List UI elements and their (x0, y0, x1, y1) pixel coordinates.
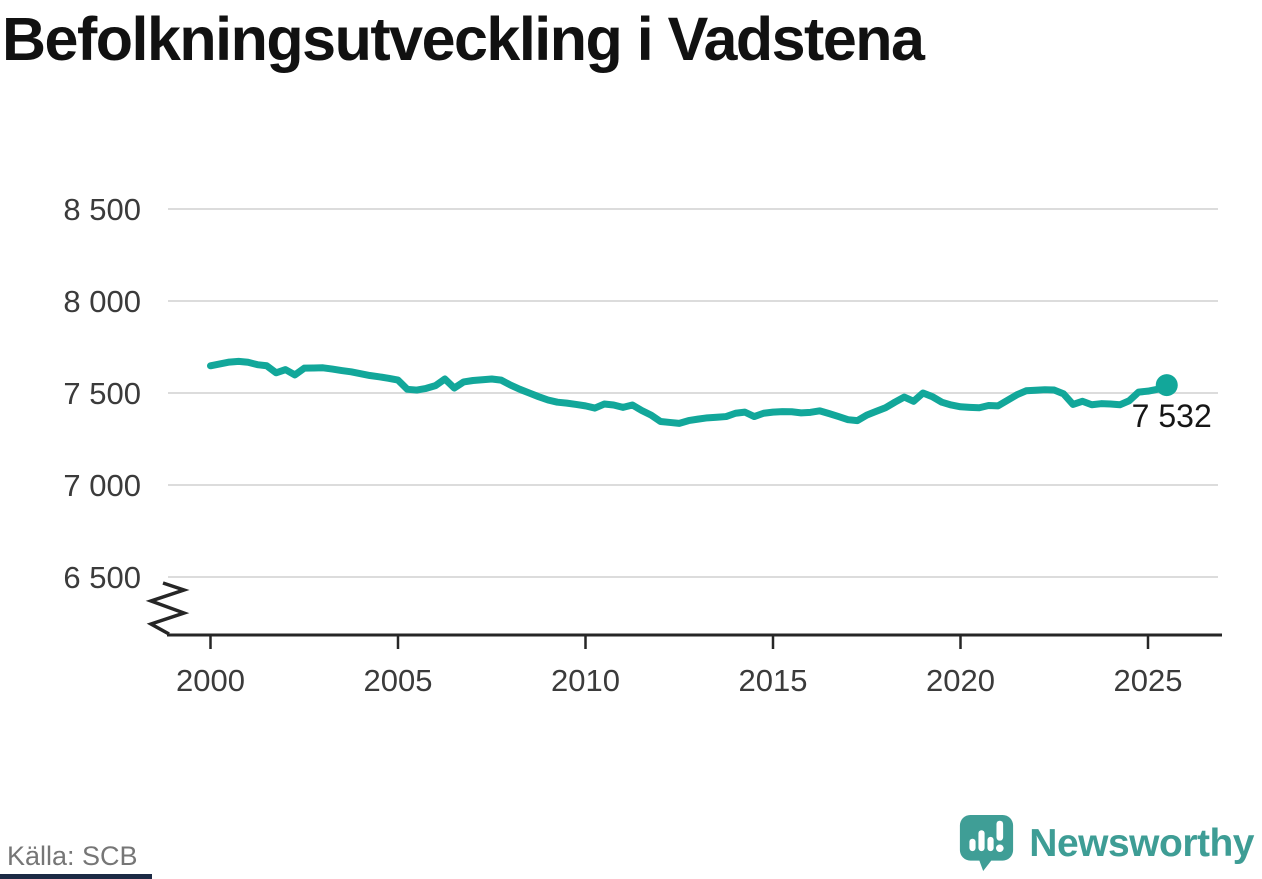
footer-accent-bar (0, 874, 152, 879)
axis-break-zigzag-icon (145, 581, 190, 636)
population-line (207, 357, 1171, 427)
x-axis: 2000 2005 2010 2015 2020 2025 (145, 581, 1222, 698)
x-tick-labels: 2000 2005 2010 2015 2020 2025 (176, 663, 1182, 698)
newsworthy-logo[interactable]: Newsworthy (958, 813, 1254, 874)
x-tick-label: 2005 (364, 663, 433, 698)
x-tick-label: 2020 (926, 663, 995, 698)
newsworthy-wordmark: Newsworthy (1029, 821, 1254, 865)
page-title: Befolkningsutveckling i Vadstena (2, 5, 925, 73)
x-tick-label: 2015 (739, 663, 808, 698)
x-tick-label: 2025 (1114, 663, 1183, 698)
y-tick-label: 8 500 (63, 192, 141, 227)
x-tick-label: 2000 (176, 663, 245, 698)
source-note: Källa: SCB (7, 841, 138, 871)
y-tick-label: 8 000 (63, 284, 141, 319)
y-tick-label: 7 000 (63, 468, 141, 503)
end-point-marker (1155, 374, 1178, 397)
newsworthy-bubble-chart-icon (958, 813, 1015, 874)
x-ticks (209, 635, 1150, 649)
y-tick-label: 7 500 (63, 376, 141, 411)
x-tick-label: 2010 (551, 663, 620, 698)
y-axis-labels: 8 500 8 000 7 500 7 000 6 500 (63, 192, 141, 595)
y-tick-label: 6 500 (63, 560, 141, 595)
end-point-label: 7 532 (1132, 398, 1212, 434)
